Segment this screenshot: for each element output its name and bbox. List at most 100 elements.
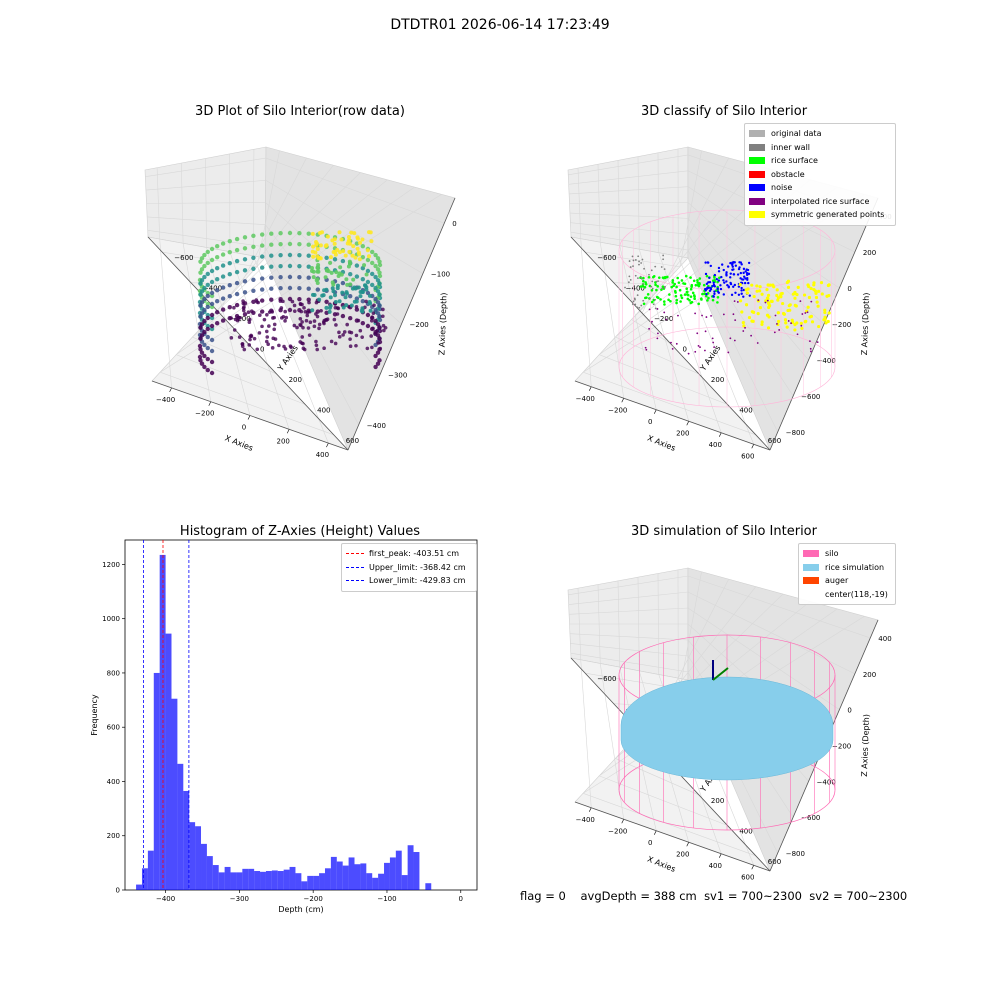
data-point <box>347 249 352 254</box>
data-point <box>303 310 308 314</box>
data-point <box>198 325 203 330</box>
raw-plot-title: 3D Plot of Silo Interior(row data) <box>195 104 405 119</box>
data-point <box>320 230 325 235</box>
rice-point <box>679 294 683 297</box>
data-point <box>375 328 381 333</box>
noise-point <box>704 261 707 264</box>
data-point <box>214 309 220 315</box>
data-point <box>269 297 274 302</box>
noise-point <box>726 265 730 268</box>
symmetric-point <box>817 289 821 293</box>
data-point <box>198 292 203 297</box>
x-tick-label: 400 <box>709 441 722 449</box>
data-point <box>310 266 315 271</box>
data-point <box>287 263 293 269</box>
data-point <box>252 336 257 341</box>
data-point <box>337 250 342 255</box>
gridline <box>597 164 625 399</box>
wall-point <box>634 259 637 261</box>
data-point <box>301 341 305 346</box>
data-point <box>259 298 265 303</box>
symmetric-point <box>781 301 785 306</box>
data-point <box>373 298 378 304</box>
symmetric-point <box>776 298 780 302</box>
rice-point <box>656 296 660 300</box>
silo-bottom-ring <box>618 326 836 408</box>
histogram-bar <box>183 790 190 890</box>
z-tick-label: −200 <box>832 321 851 329</box>
symmetric-point <box>824 321 828 325</box>
data-point <box>351 277 356 282</box>
data-point <box>199 278 205 283</box>
data-point <box>264 339 269 344</box>
symmetric-point <box>820 292 824 296</box>
data-point <box>381 323 386 328</box>
rice-point <box>670 285 674 289</box>
symmetric-point <box>758 306 763 310</box>
rice-point <box>663 303 666 306</box>
wall-point <box>629 278 632 281</box>
left-back-pane <box>567 567 689 681</box>
y-tick-label: 200 <box>711 376 724 384</box>
data-point <box>358 294 363 299</box>
data-point <box>205 345 210 351</box>
symmetric-point <box>806 283 810 287</box>
symmetric-point <box>752 294 756 299</box>
wall-point <box>632 265 634 268</box>
data-point <box>345 241 350 246</box>
symmetric-point <box>746 287 750 291</box>
data-point <box>197 310 203 316</box>
interp-point <box>656 337 659 340</box>
data-point <box>270 310 275 314</box>
histogram-bar <box>289 866 296 890</box>
histogram-bar <box>401 875 408 890</box>
symmetric-point <box>756 312 760 316</box>
rice-point <box>696 283 700 287</box>
data-point <box>306 286 311 291</box>
data-point <box>199 284 205 289</box>
symmetric-point <box>795 293 799 297</box>
symmetric-point <box>784 321 788 325</box>
x-tick-label: 0 <box>648 839 652 847</box>
data-point <box>234 247 240 253</box>
data-point <box>382 328 386 333</box>
classify-legend: original data inner wall rice surface ob… <box>744 123 896 226</box>
data-point <box>315 246 320 251</box>
data-point <box>324 299 329 304</box>
symmetric-point <box>796 285 800 290</box>
data-point <box>227 294 232 299</box>
wall-point <box>632 300 635 303</box>
legend-item: obstacle <box>749 168 891 182</box>
rice-point <box>701 292 704 296</box>
data-point <box>335 286 340 291</box>
interp-point <box>704 349 706 352</box>
data-point <box>306 308 311 313</box>
noise-point <box>732 273 735 276</box>
z-tick-label: −600 <box>801 814 820 822</box>
x-tick-label: −200 <box>304 895 323 903</box>
data-point <box>227 261 232 266</box>
rice-point <box>669 299 672 303</box>
data-point <box>234 269 240 275</box>
histogram-bar <box>165 633 172 890</box>
data-point <box>298 302 303 307</box>
data-point <box>259 265 265 270</box>
legend-label: center(118,-19) <box>825 589 888 599</box>
data-point <box>227 250 232 255</box>
rice-point <box>698 282 701 286</box>
data-point <box>259 287 265 292</box>
noise-point <box>742 288 746 292</box>
x-axis-label: X Axies <box>224 433 255 452</box>
data-point <box>254 298 259 302</box>
rice-point <box>641 279 645 283</box>
rice-point <box>713 279 716 282</box>
symmetric-point <box>744 303 749 307</box>
wall-point <box>639 275 642 278</box>
noise-point <box>712 281 715 284</box>
data-point <box>373 263 378 269</box>
x-axis-label: Depth (cm) <box>278 905 323 914</box>
noise-point <box>704 287 707 291</box>
wall-point <box>637 255 640 258</box>
data-point <box>297 241 302 247</box>
data-point <box>227 239 232 244</box>
